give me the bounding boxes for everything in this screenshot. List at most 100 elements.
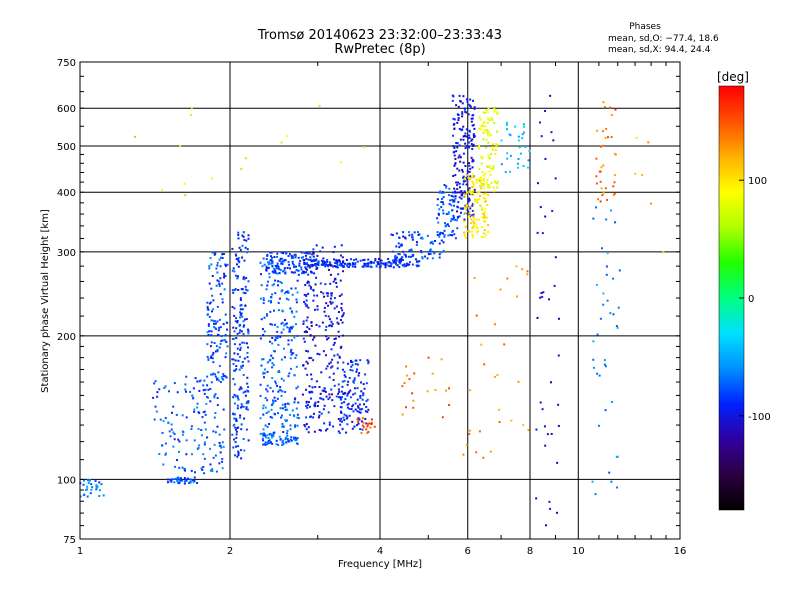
data-point [216, 279, 219, 282]
data-point [303, 330, 306, 333]
data-point [210, 356, 213, 359]
data-point [316, 404, 319, 407]
data-point [407, 255, 410, 258]
data-point [240, 288, 243, 291]
data-point [203, 410, 206, 413]
data-point [492, 186, 495, 189]
data-point [279, 257, 282, 260]
data-point [221, 441, 224, 444]
data-point [599, 317, 602, 320]
data-point [379, 261, 382, 264]
data-point [153, 382, 156, 385]
data-point [402, 250, 405, 253]
data-point [355, 370, 358, 373]
data-point [455, 141, 458, 144]
data-point [269, 323, 272, 326]
data-point [338, 295, 341, 298]
data-point [211, 357, 214, 360]
data-point [474, 198, 477, 201]
data-point [204, 413, 207, 416]
x-tick-label: 6 [465, 546, 471, 557]
data-point [467, 137, 470, 140]
data-point [219, 444, 222, 447]
data-point [473, 222, 476, 225]
data-point [173, 481, 176, 484]
data-point [464, 142, 467, 145]
data-point [221, 467, 224, 470]
data-point [264, 424, 267, 427]
data-point [342, 392, 345, 395]
data-point [340, 398, 343, 401]
data-point [453, 150, 456, 153]
data-point [482, 232, 485, 235]
data-point [234, 426, 237, 429]
data-point [332, 251, 335, 254]
data-point [481, 216, 484, 219]
data-point [190, 469, 193, 472]
data-point [346, 392, 349, 395]
data-point [294, 254, 297, 257]
data-point [328, 324, 331, 327]
data-point [471, 138, 474, 141]
data-point [281, 260, 284, 263]
data-point [302, 272, 305, 275]
data-point [191, 479, 194, 482]
data-point [294, 436, 297, 439]
data-point [231, 305, 234, 308]
data-point [456, 210, 459, 213]
data-point [265, 258, 268, 261]
data-point [478, 144, 481, 147]
data-point [196, 447, 199, 450]
data-point [440, 251, 443, 254]
data-point [238, 261, 241, 264]
data-point [406, 264, 409, 267]
data-point [354, 262, 357, 265]
data-point [461, 170, 464, 173]
data-point [331, 301, 334, 304]
data-point [270, 433, 273, 436]
data-point [242, 320, 245, 323]
data-point [333, 341, 336, 344]
data-point [291, 262, 294, 265]
data-point [471, 114, 474, 117]
data-point [202, 453, 205, 456]
data-point [214, 327, 217, 330]
data-point [345, 258, 348, 261]
data-point [280, 290, 283, 293]
data-point [272, 399, 275, 402]
data-point [468, 429, 471, 432]
data-point [606, 136, 609, 139]
data-point [324, 314, 327, 317]
data-point [338, 355, 341, 358]
data-point [506, 157, 509, 160]
data-point [474, 218, 477, 221]
data-point [341, 380, 344, 383]
data-point [541, 232, 544, 235]
data-point [456, 167, 459, 170]
data-point [239, 311, 242, 314]
data-point [152, 396, 155, 399]
data-point [304, 251, 307, 254]
data-point [332, 280, 335, 283]
data-point [365, 405, 368, 408]
data-point [212, 308, 215, 311]
data-point [331, 365, 334, 368]
data-point [176, 478, 179, 481]
data-point [340, 411, 343, 414]
data-point [602, 303, 605, 306]
data-point [222, 408, 225, 411]
data-point [206, 384, 209, 387]
data-point [282, 431, 285, 434]
data-point [284, 391, 287, 394]
data-point [274, 279, 277, 282]
data-point [289, 424, 292, 427]
data-point [453, 146, 456, 149]
data-point [242, 231, 245, 234]
data-point [280, 141, 283, 144]
data-point [173, 382, 176, 385]
data-point [218, 433, 221, 436]
data-point [188, 481, 191, 484]
data-point [91, 486, 94, 489]
data-point [235, 257, 238, 260]
